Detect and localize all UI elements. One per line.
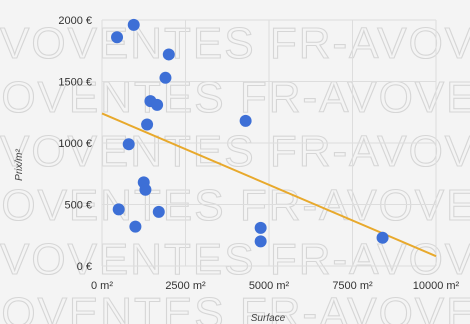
watermark-text: VOVENTES FR-AVOVENTES FR-AVOVENTES (0, 127, 470, 176)
y-tick-label: 2000 € (58, 15, 92, 27)
data-point (162, 48, 175, 61)
watermark-text: VOVENTES FR-AVOVENTES FR-AVOVENTES (0, 19, 470, 68)
data-point (159, 71, 172, 84)
data-point (111, 31, 124, 44)
data-point (139, 183, 152, 196)
data-point (152, 205, 165, 218)
data-point (239, 114, 252, 127)
x-tick-label: 0 m² (91, 280, 113, 292)
x-tick-label: 7500 m² (332, 280, 373, 292)
data-point (129, 220, 142, 233)
data-point (151, 98, 164, 111)
data-points (111, 18, 389, 248)
y-axis: 0 € 500 € 1000 € 1500 € 2000 € (58, 15, 92, 273)
watermark-text: VOVENTES FR-AVOVENTES FR-AVOVENTES (0, 289, 470, 324)
x-axis: 0 m² 2500 m² 5000 m² 7500 m² 10000 m² (91, 280, 460, 292)
data-point (254, 235, 267, 248)
data-point (254, 221, 267, 234)
y-tick-label: 1000 € (58, 138, 92, 150)
data-point (122, 138, 135, 151)
watermark-text: VOVENTES FR-AVOVENTES FR-AVOVENTES (0, 235, 470, 284)
y-axis-title: Prix/m² (14, 149, 25, 181)
x-axis-title: Surface (251, 313, 286, 324)
data-point (141, 118, 154, 131)
watermark: VOVENTES FR-AVOVENTES FR-AVOVENTES VOVENT… (0, 18, 470, 324)
data-point (112, 203, 125, 216)
x-tick-label: 5000 m² (249, 280, 290, 292)
watermark-text: VOVENTES FR-AVOVENTES FR-AVOVENTES (0, 73, 470, 122)
watermark-text: VOVENTES FR-AVOVENTES FR-AVOVENTES (0, 181, 470, 230)
y-tick-label: 1500 € (58, 77, 92, 89)
x-tick-label: 10000 m² (413, 280, 460, 292)
data-point (127, 18, 140, 31)
y-tick-label: 500 € (64, 200, 92, 212)
grid (101, 19, 437, 267)
data-point (376, 231, 389, 244)
x-tick-label: 2500 m² (165, 280, 206, 292)
y-tick-label: 0 € (77, 261, 92, 273)
